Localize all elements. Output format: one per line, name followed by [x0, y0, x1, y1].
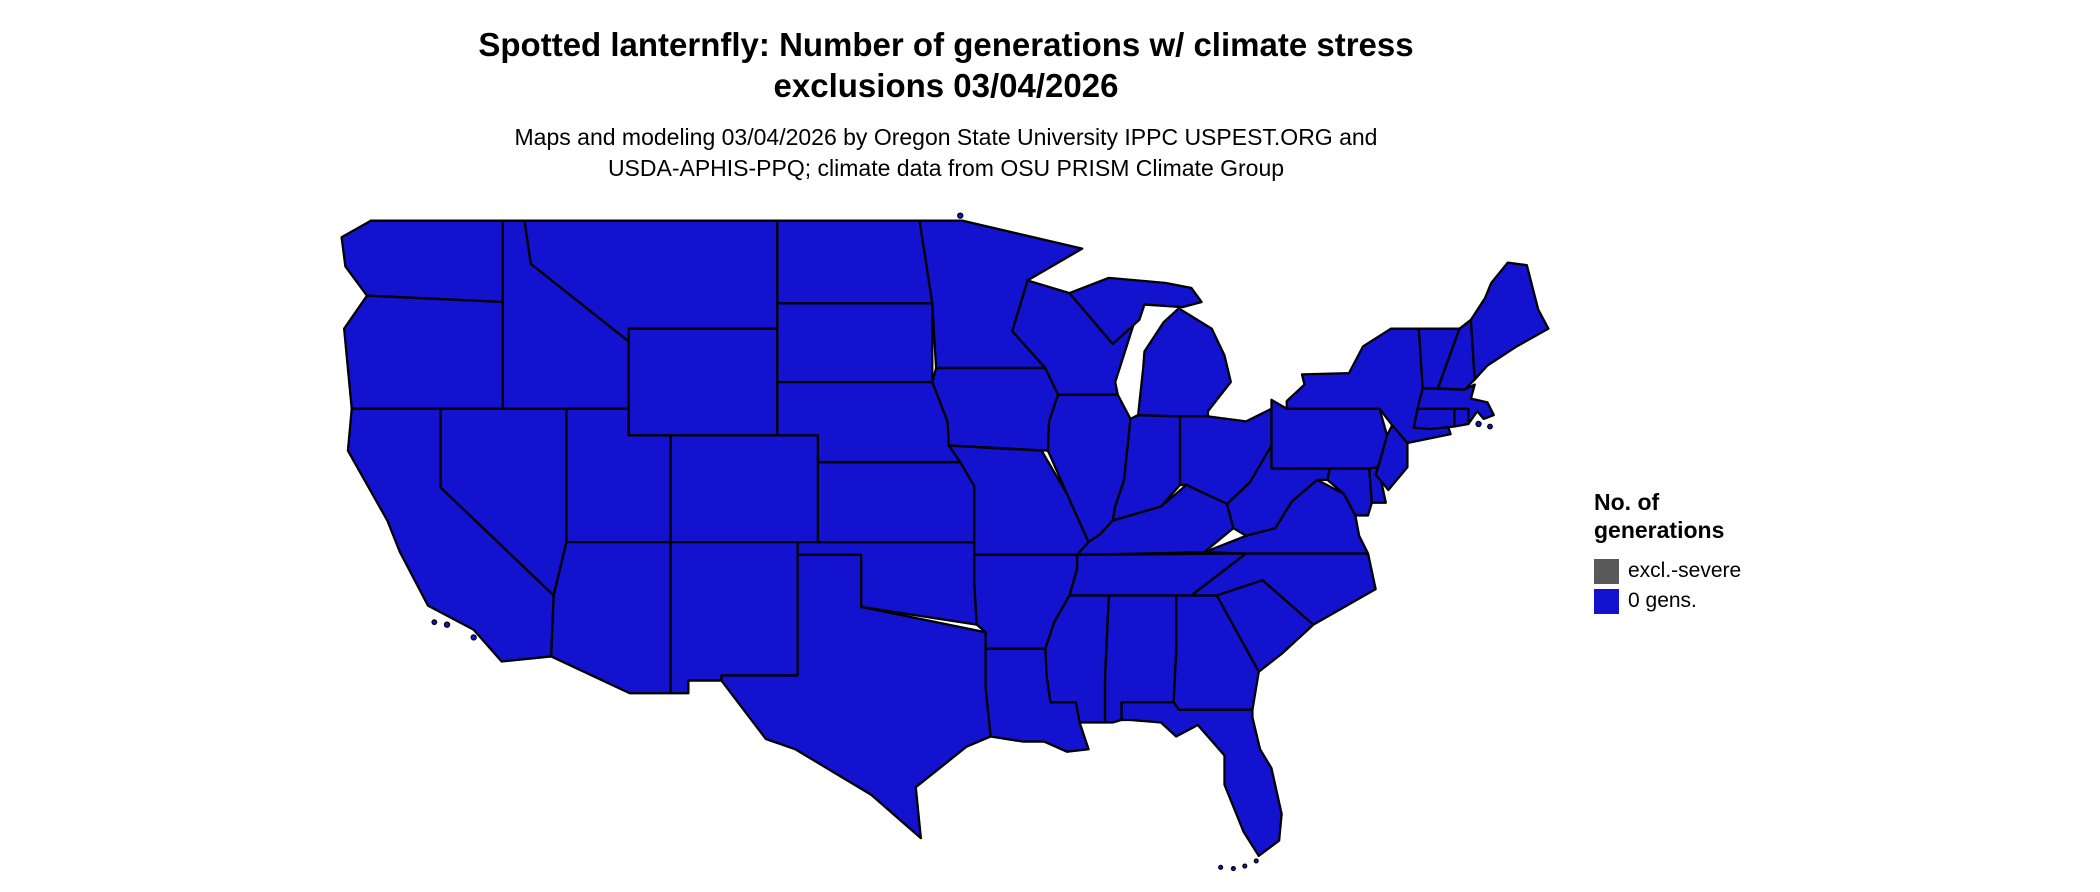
state-michigan-upper — [1068, 276, 1203, 346]
state-maine — [1469, 261, 1550, 381]
state-oregon — [342, 294, 505, 410]
state-wyoming — [627, 327, 779, 437]
legend-item-excl-severe: excl.-severe — [1594, 556, 1874, 586]
subtitle-line-1: Maps and modeling 03/04/2026 by Oregon S… — [514, 124, 1378, 150]
zero-gens-color-swatch — [1594, 588, 1619, 614]
legend-label-excl-severe: excl.-severe — [1628, 559, 1742, 583]
state-new-hampshire — [1436, 318, 1476, 391]
state-colorado — [669, 434, 820, 544]
state-washington — [340, 219, 505, 304]
northeast-islands — [1475, 420, 1493, 430]
state-kentucky — [1075, 483, 1235, 556]
state-florida — [1120, 701, 1283, 858]
excl-severe-color-swatch — [1594, 558, 1619, 584]
state-kansas — [816, 460, 976, 544]
states-group — [340, 212, 1550, 872]
state-north-carolina — [1190, 552, 1377, 626]
legend-title-line-2: generations — [1594, 517, 1725, 544]
legend-swatch-0-gens — [1594, 588, 1619, 614]
state-texas — [720, 553, 992, 840]
state-south-dakota — [776, 302, 934, 384]
legend-items: excl.-severe 0 gens. — [1594, 556, 1874, 616]
florida-keys — [1218, 858, 1259, 872]
northwest-angle — [957, 212, 964, 219]
legend-title-line-1: No. of — [1594, 489, 1660, 515]
us-map — [335, 208, 1555, 892]
legend: No. of generations excl.-severe 0 gens. — [1594, 488, 1874, 616]
legend-label-0-gens: 0 gens. — [1628, 589, 1697, 613]
state-pennsylvania — [1270, 398, 1389, 470]
title-line-1: Spotted lanternfly: Number of generation… — [478, 26, 1414, 63]
us-map-svg — [340, 212, 1550, 872]
state-new-mexico — [669, 540, 799, 695]
state-rhode-island — [1453, 407, 1470, 428]
state-iowa — [931, 366, 1060, 452]
title-line-2: exclusions 03/04/2026 — [773, 67, 1119, 105]
legend-swatch-excl-severe — [1594, 558, 1619, 584]
state-north-dakota — [776, 219, 934, 305]
subtitle-line-2: USDA-APHIS-PPQ; climate data from OSU PR… — [607, 155, 1285, 182]
state-arizona — [550, 540, 672, 695]
state-connecticut — [1412, 407, 1456, 431]
subtitle: Maps and modeling 03/04/2026 by Oregon S… — [346, 122, 1546, 184]
legend-item-0-gens: 0 gens. — [1594, 586, 1874, 616]
channel-islands — [431, 619, 477, 641]
state-michigan-lower — [1136, 307, 1232, 418]
page-title: Spotted lanternfly: Number of generation… — [346, 24, 1546, 107]
